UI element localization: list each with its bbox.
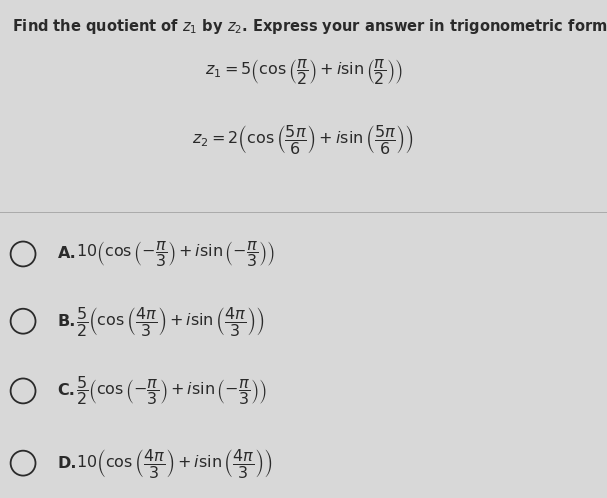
Text: $z_1 = 5\left(\cos\left(\dfrac{\pi}{2}\right)+i\sin\left(\dfrac{\pi}{2}\right)\r: $z_1 = 5\left(\cos\left(\dfrac{\pi}{2}\r… — [205, 57, 402, 87]
Text: B.: B. — [58, 314, 76, 329]
Text: C.: C. — [58, 383, 75, 398]
Text: $10\left(\cos\left(-\dfrac{\pi}{3}\right)+i\sin\left(-\dfrac{\pi}{3}\right)\righ: $10\left(\cos\left(-\dfrac{\pi}{3}\right… — [76, 239, 275, 269]
Text: $\dfrac{5}{2}\left(\cos\left(-\dfrac{\pi}{3}\right)+i\sin\left(-\dfrac{\pi}{3}\r: $\dfrac{5}{2}\left(\cos\left(-\dfrac{\pi… — [76, 374, 266, 407]
Text: $\dfrac{5}{2}\left(\cos\left(\dfrac{4\pi}{3}\right)+i\sin\left(\dfrac{4\pi}{3}\r: $\dfrac{5}{2}\left(\cos\left(\dfrac{4\pi… — [76, 305, 264, 338]
Text: A.: A. — [58, 247, 76, 261]
Text: Find the quotient of $z_1$ by $z_2$. Express your answer in trigonometric form.: Find the quotient of $z_1$ by $z_2$. Exp… — [12, 17, 607, 36]
Text: $10\left(\cos\left(\dfrac{4\pi}{3}\right)+i\sin\left(\dfrac{4\pi}{3}\right)\righ: $10\left(\cos\left(\dfrac{4\pi}{3}\right… — [76, 447, 273, 480]
Text: D.: D. — [58, 456, 77, 471]
Text: $z_2 = 2\left(\cos\left(\dfrac{5\pi}{6}\right)+i\sin\left(\dfrac{5\pi}{6}\right): $z_2 = 2\left(\cos\left(\dfrac{5\pi}{6}\… — [192, 123, 415, 156]
